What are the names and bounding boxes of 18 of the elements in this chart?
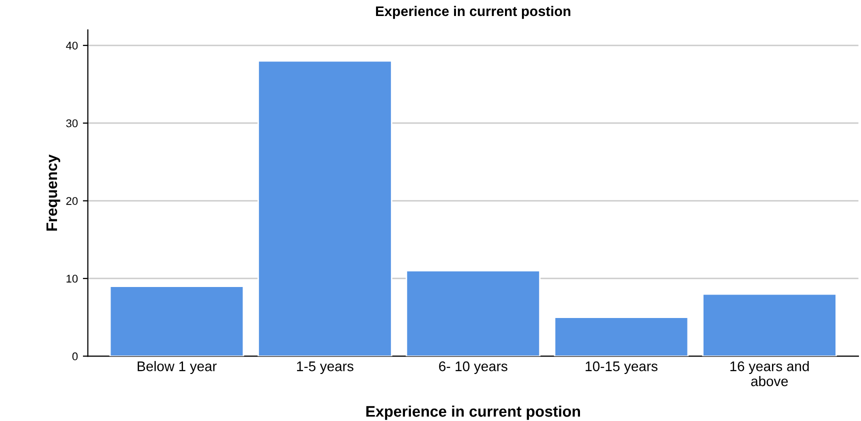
x-tick-label: 6- 10 years (439, 361, 508, 374)
bar (109, 286, 244, 356)
x-tick-label: Below 1 year (138, 361, 217, 374)
x-tick-label: 10-15 years (586, 361, 658, 374)
bar (554, 316, 689, 356)
bar (258, 60, 392, 356)
y-axis-title: Frequency (46, 154, 60, 231)
bar (702, 293, 837, 356)
chart-title: Experience in current postion (376, 6, 570, 19)
y-tick-label: 10 (66, 274, 78, 283)
y-tick-label: 30 (66, 119, 78, 128)
x-axis-title: Experience in current postion (366, 406, 580, 420)
bar (406, 270, 540, 356)
x-tick-label: 1-5 years (297, 362, 354, 374)
x-tick-label: 16 years and above (730, 361, 809, 386)
y-tick-label: 0 (72, 352, 78, 360)
y-tick-label: 20 (66, 197, 78, 205)
y-tick-label: 40 (66, 42, 78, 50)
